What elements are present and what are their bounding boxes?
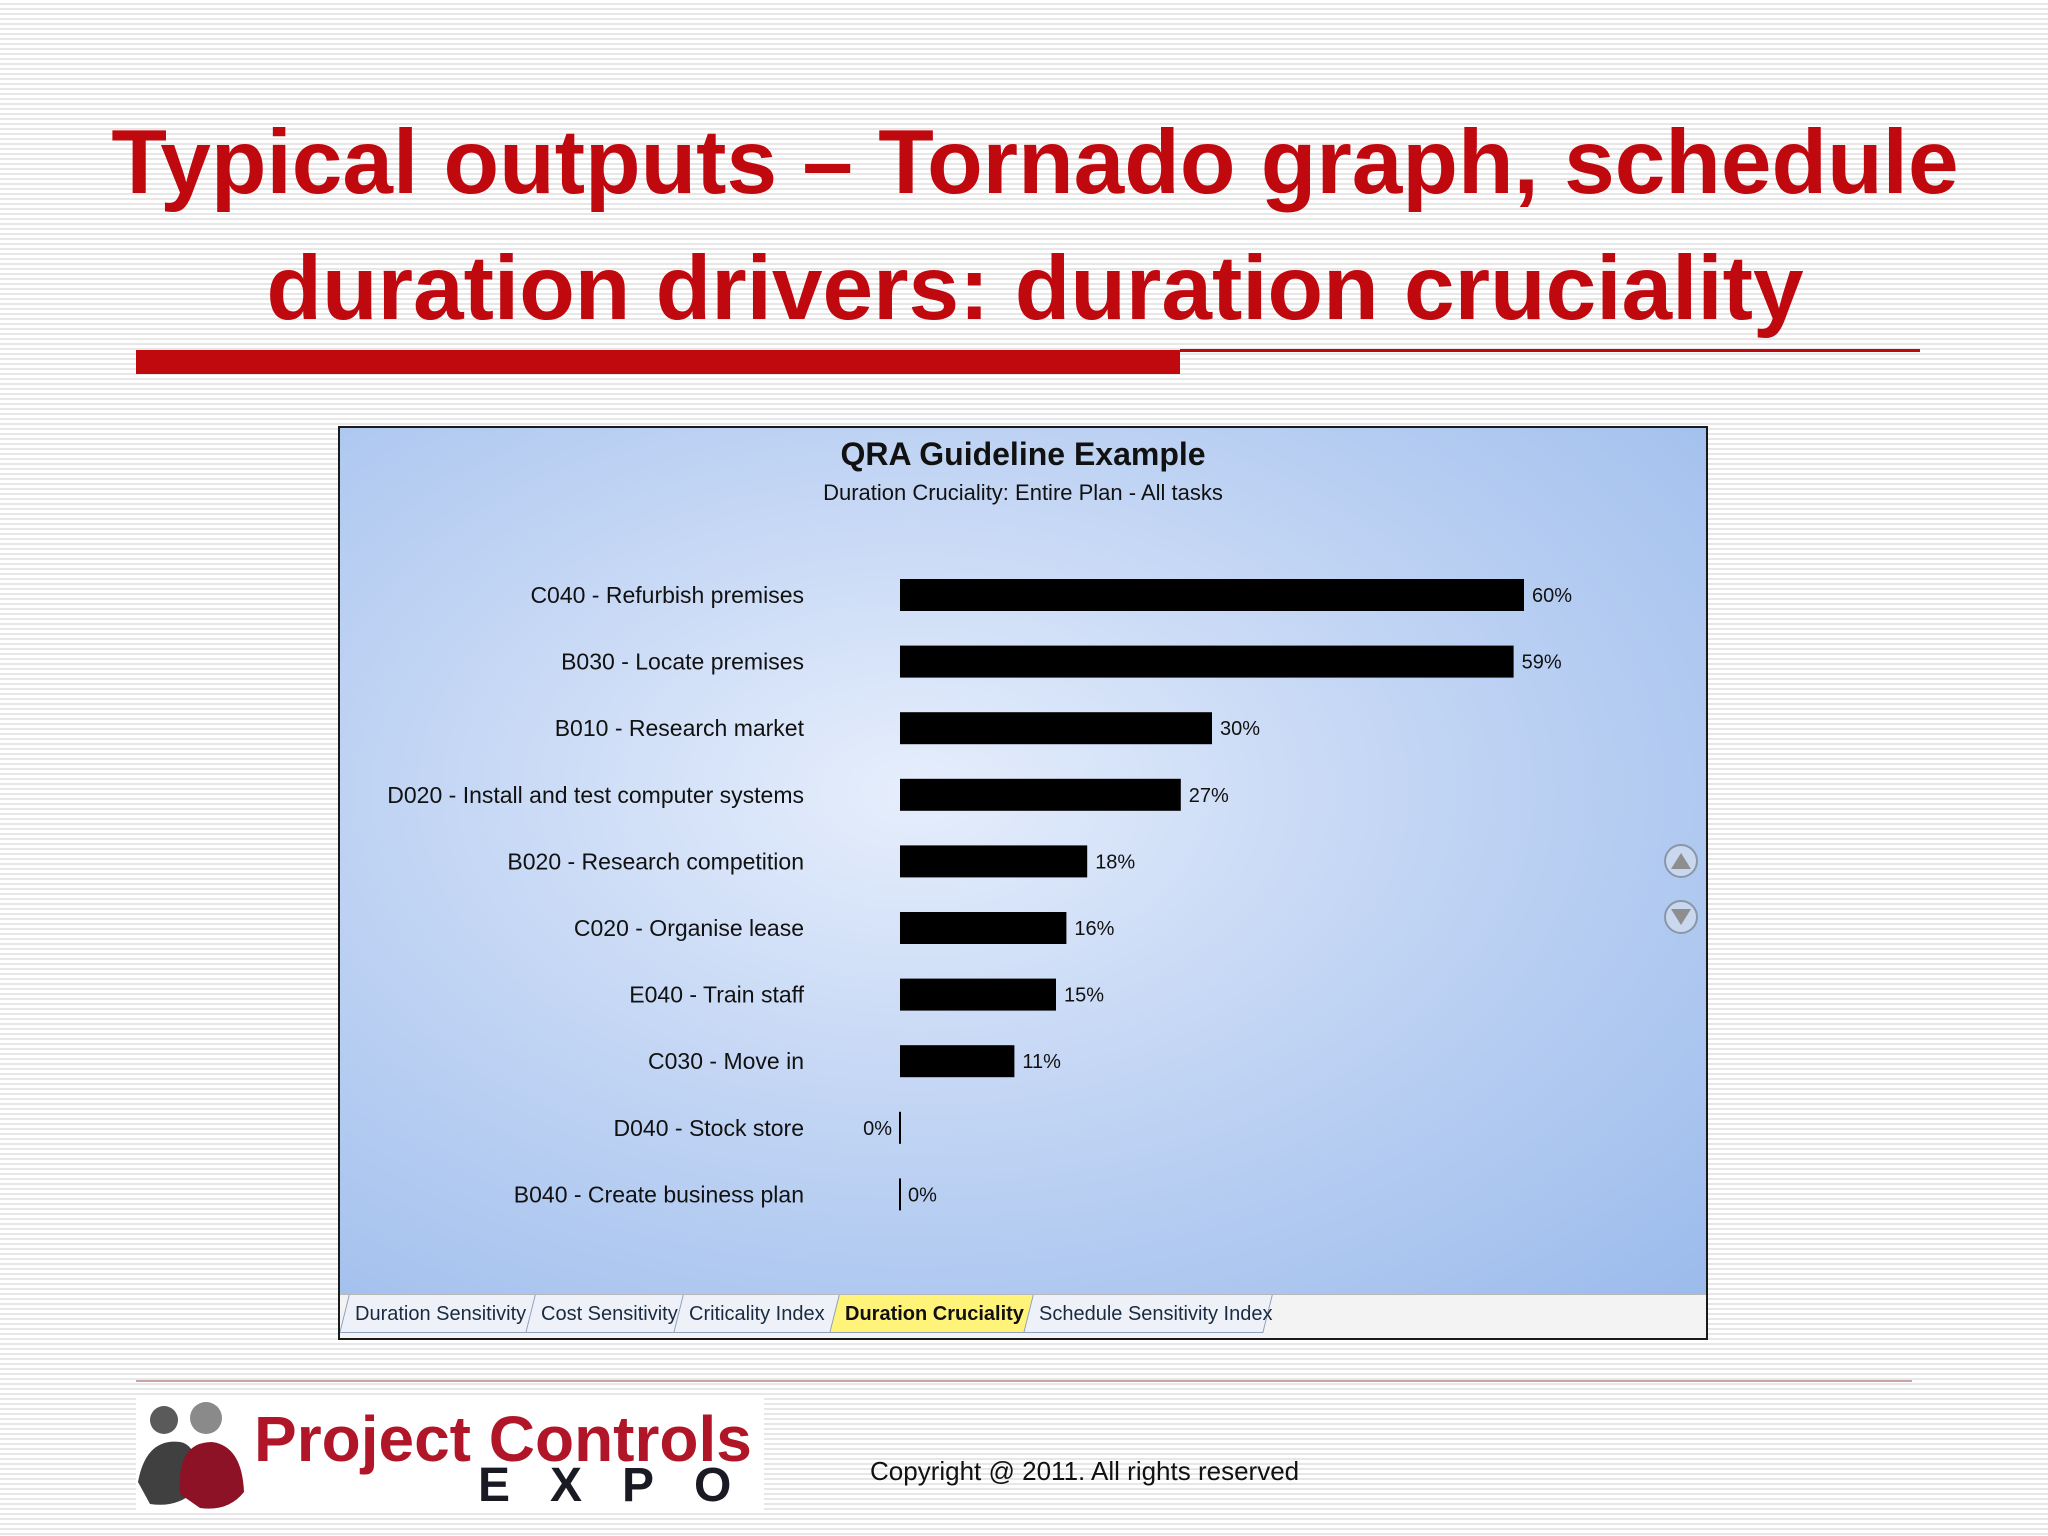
tab-criticality-index[interactable]: Criticality Index: [673, 1295, 841, 1333]
tab-cost-sensitivity[interactable]: Cost Sensitivity: [525, 1295, 685, 1333]
chart-tab-bar: Duration Sensitivity Cost Sensitivity Cr…: [340, 1294, 1706, 1338]
chart-subtitle: Duration Cruciality: Entire Plan - All t…: [823, 480, 1223, 505]
data-label: 11%: [1022, 1051, 1061, 1073]
logo-expo-text: EXPO: [478, 1459, 772, 1512]
data-label: 60%: [1532, 585, 1572, 607]
tab-schedule-sensitivity-index[interactable]: Schedule Sensitivity Index: [1023, 1295, 1273, 1333]
bar: [900, 978, 1056, 1011]
slide-title: Typical outputs – Tornado graph, schedul…: [111, 112, 1959, 339]
arrow-down-icon: [1671, 909, 1691, 925]
bar: [900, 1045, 1015, 1078]
category-label: C030 - Move in: [648, 1048, 804, 1074]
category-label: B040 - Create business plan: [514, 1181, 804, 1207]
footer-divider: [136, 1380, 1912, 1382]
category-label: B020 - Research competition: [507, 848, 804, 874]
bar: [900, 778, 1181, 811]
people-logo-icon: [138, 1402, 244, 1509]
project-controls-expo-logo: Project Controls EXPO: [136, 1396, 764, 1512]
bar: [900, 712, 1212, 745]
chart-plot-area: QRA Guideline Example Duration Crucialit…: [340, 428, 1706, 1294]
chart-title: QRA Guideline Example: [840, 436, 1206, 472]
data-label: 30%: [1220, 718, 1260, 740]
data-label: 0%: [863, 1118, 892, 1140]
scroll-down-button[interactable]: [1664, 900, 1698, 934]
copyright-text: Copyright @ 2011. All rights reserved: [870, 1456, 1300, 1486]
bar: [900, 645, 1514, 678]
category-label: D040 - Stock store: [614, 1115, 804, 1141]
tab-duration-sensitivity[interactable]: Duration Sensitivity: [340, 1295, 537, 1333]
chart-window: QRA Guideline Example Duration Crucialit…: [338, 426, 1708, 1340]
title-underline-thin: [1180, 349, 1920, 352]
category-label: C020 - Organise lease: [574, 915, 804, 941]
scroll-up-button[interactable]: [1664, 844, 1698, 878]
category-label: B030 - Locate premises: [561, 649, 804, 675]
arrow-up-icon: [1671, 853, 1691, 869]
category-label: E040 - Train staff: [629, 982, 804, 1008]
category-label: B010 - Research market: [555, 715, 805, 741]
data-label: 59%: [1522, 652, 1562, 674]
bar: [900, 912, 1067, 944]
category-label: C040 - Refurbish premises: [530, 582, 804, 608]
bar: [900, 845, 1088, 878]
title-underline-thick: [136, 350, 1180, 374]
data-label: 0%: [908, 1184, 937, 1206]
logo-wordmark: Project Controls: [254, 1403, 752, 1475]
bar: [900, 579, 1524, 611]
data-label: 18%: [1095, 851, 1135, 873]
data-label: 15%: [1064, 985, 1104, 1007]
tab-duration-cruciality[interactable]: Duration Cruciality: [829, 1295, 1035, 1333]
tornado-chart: C040 - Refurbish premises 60% B030 - Locat…: [387, 579, 1572, 1211]
data-label: 16%: [1074, 918, 1114, 940]
data-label: 27%: [1189, 785, 1229, 807]
category-label: D020 - Install and test computer systems: [387, 782, 804, 808]
